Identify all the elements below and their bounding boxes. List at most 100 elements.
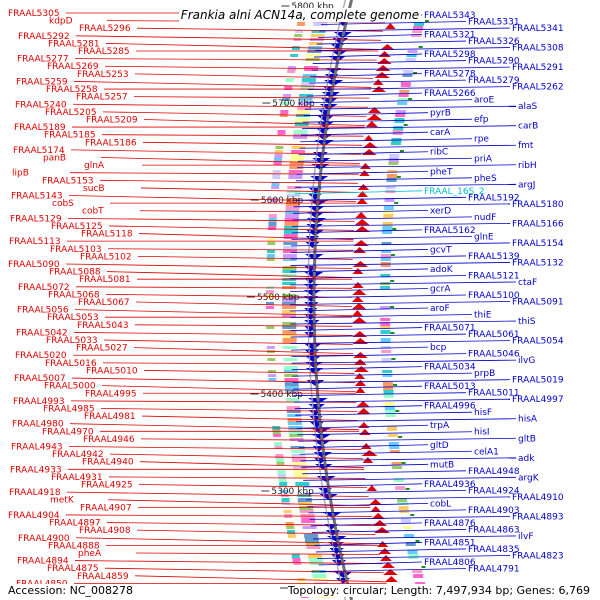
feature-band — [272, 174, 281, 179]
gene-label-leader — [295, 418, 517, 423]
feature-band — [282, 282, 297, 285]
gene-label-leader — [289, 294, 467, 299]
gene-label-leader — [302, 118, 473, 123]
reverse-gene-arrow — [378, 548, 392, 554]
feature-band — [381, 242, 392, 245]
gene-label-leader — [310, 522, 423, 527]
feature-band — [389, 446, 400, 449]
feature-band — [315, 14, 330, 18]
gene-label-fraal5278: FRAAL5278 — [424, 70, 476, 80]
gene-label-leader — [294, 405, 423, 410]
reverse-gene-arrow — [379, 555, 392, 561]
gene-label-leader — [309, 79, 467, 84]
gene-label-leader — [65, 263, 353, 269]
feature-band — [282, 98, 291, 101]
scale-minor-tick — [394, 202, 399, 204]
feature-band — [283, 246, 298, 251]
feature-band — [386, 178, 397, 182]
gene-label-leader — [140, 187, 357, 193]
gene-label-fraal5102: FRAAL5102 — [80, 252, 132, 262]
gene-label-kdpd: kdpD — [49, 17, 73, 27]
reverse-gene-arrow — [378, 51, 391, 57]
gene-label-leader — [300, 131, 429, 136]
feature-band — [282, 322, 297, 326]
gene-label-leader — [133, 96, 370, 99]
gene-label-ilvf: ilvF — [518, 532, 534, 542]
gene-label-trpa: trpA — [430, 421, 450, 431]
feature-band — [304, 538, 319, 542]
gene-label-leader — [101, 134, 364, 137]
feature-band — [291, 146, 306, 149]
gene-label-glne: glnE — [474, 232, 494, 242]
feature-band — [386, 426, 397, 431]
gene-label-fraal4894: FRAAL4894 — [17, 557, 69, 567]
gene-label-fraal4806: FRAAL4806 — [424, 558, 476, 568]
gene-label-fraal5305: FRAAL5305 — [8, 9, 60, 19]
gene-label-leader — [293, 385, 423, 390]
scale-minor-tick — [424, 20, 429, 22]
feature-band — [298, 98, 313, 101]
feature-band — [282, 330, 297, 334]
scale-tick-label: 5700 kbp — [272, 99, 315, 109]
gene-label-nudf: nudF — [474, 213, 496, 223]
gene-label-xerd: xerD — [430, 206, 451, 216]
gene-label-leader — [319, 27, 511, 32]
reverse-gene-arrow — [354, 219, 370, 225]
feature-band — [268, 222, 277, 226]
feature-band — [282, 310, 297, 315]
feature-band — [313, 578, 328, 581]
gene-label-pria: priA — [474, 154, 493, 164]
gene-label-fraal5129: FRAAL5129 — [10, 214, 62, 224]
feature-band — [386, 174, 397, 179]
feature-band — [285, 202, 300, 207]
feature-band — [392, 466, 403, 469]
scale-minor-tick — [390, 254, 395, 256]
gene-label-leader — [298, 151, 429, 156]
reverse-gene-arrow — [352, 268, 364, 274]
gene-label-prpb: prpB — [474, 369, 495, 379]
feature-band — [384, 198, 395, 202]
feature-band — [307, 50, 322, 53]
gene-label-fraal5100: FRAAL5100 — [468, 291, 520, 301]
gene-label-ribc: ribC — [430, 148, 448, 158]
gene-label-leader — [74, 560, 382, 564]
gene-label-panb: panB — [43, 154, 66, 164]
feature-band — [296, 22, 305, 26]
feature-band — [381, 350, 392, 353]
feature-band — [278, 478, 287, 482]
feature-band — [391, 462, 402, 465]
feature-band — [302, 74, 317, 77]
gene-label-leader — [108, 476, 366, 479]
feature-band — [291, 450, 306, 453]
feature-band — [389, 154, 400, 158]
feature-band — [299, 506, 314, 510]
gene-label-leader — [135, 552, 380, 555]
feature-band — [314, 18, 329, 21]
feature-band — [392, 130, 403, 135]
feature-band — [297, 498, 312, 503]
gene-label-leader — [316, 40, 467, 45]
gene-label-fraal4823: FRAAL4823 — [512, 551, 564, 561]
gene-label-fraal5153: FRAAL5153 — [42, 176, 94, 186]
feature-band — [291, 554, 300, 559]
gene-label-fraal5013: FRAAL5013 — [424, 382, 476, 392]
feature-band — [267, 358, 276, 361]
reverse-gene-arrow — [357, 191, 368, 197]
feature-band — [290, 54, 299, 57]
reverse-gene-arrow — [370, 506, 382, 512]
feature-band — [308, 42, 323, 45]
gene-label-leader — [306, 496, 511, 501]
gene-label-fraal4993: FRAAL4993 — [13, 397, 65, 407]
reverse-gene-arrow — [377, 58, 392, 64]
gene-label-leader — [67, 217, 355, 222]
feature-band — [380, 254, 391, 258]
reverse-gene-arrow — [353, 352, 368, 358]
gene-label-sucb: sucB — [83, 184, 105, 194]
gene-label-phea: pheA — [78, 549, 102, 559]
feature-band — [285, 78, 294, 82]
feature-band — [311, 30, 326, 33]
gene-label-carb: carB — [518, 122, 538, 132]
gene-label-fraal5081: FRAAL5081 — [79, 275, 131, 285]
scale-tick-label: 5400 kbp — [260, 390, 303, 400]
feature-band — [274, 150, 283, 153]
